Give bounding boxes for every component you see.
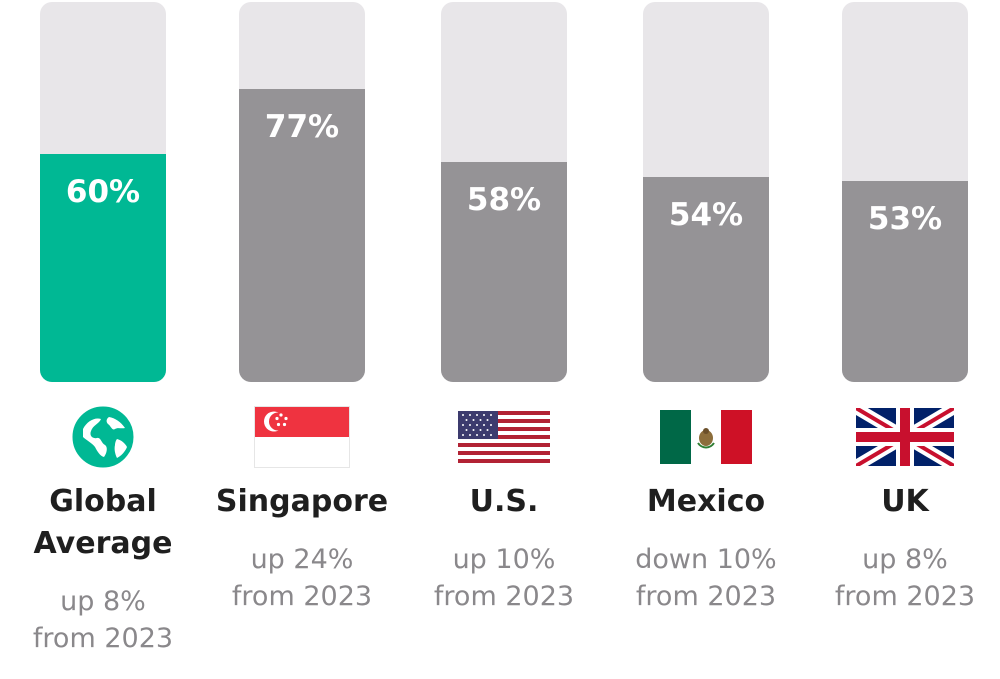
change-label: down 10% from 2023: [635, 544, 777, 612]
bar-value-label: 58%: [466, 182, 542, 218]
bar-column-global-average: 60% Global Average up 8% from 2023: [33, 0, 173, 679]
country-label: Global Average: [33, 484, 173, 561]
bar-value-label: 54%: [668, 197, 744, 233]
bar-fill-uk: [842, 181, 968, 382]
bar-track: 53%: [842, 2, 968, 382]
country-label: Mexico: [646, 484, 766, 519]
bar-fill-mexico: [643, 177, 769, 382]
globe-icon: [53, 405, 153, 469]
bar-track: 58%: [441, 2, 567, 382]
change-label: up 8% from 2023: [32, 586, 174, 654]
change-label: up 24% from 2023: [231, 544, 373, 612]
bar-track: 60%: [40, 2, 166, 382]
singapore-flag-icon: [252, 405, 352, 469]
uk-flag-icon: [855, 405, 955, 469]
country-label: UK: [881, 484, 929, 519]
change-label: up 10% from 2023: [433, 544, 575, 612]
bar-fill-singapore: [239, 89, 365, 382]
bar-fill-us: [441, 162, 567, 382]
bar-column-mexico: 54% Mexico down 10% from 2023: [635, 0, 777, 679]
mexico-flag-icon: [656, 405, 756, 469]
bar-column-uk: 53% UK up 8% from 2023: [835, 0, 975, 679]
country-label: Singapore: [215, 484, 389, 519]
bar-value-label: 53%: [867, 201, 943, 237]
bar-column-singapore: 77% Singapore up 24% from 2023: [216, 0, 388, 679]
us-flag-icon: [454, 405, 554, 469]
bar-track: 54%: [643, 2, 769, 382]
bar-fill-global-average: [40, 154, 166, 382]
bar-value-label: 60%: [65, 174, 141, 210]
country-label: U.S.: [469, 484, 539, 519]
change-label: up 8% from 2023: [834, 544, 976, 612]
bar-value-label: 77%: [264, 109, 340, 145]
bar-column-us: 58% U.: [434, 0, 574, 679]
bar-track: 77%: [239, 2, 365, 382]
